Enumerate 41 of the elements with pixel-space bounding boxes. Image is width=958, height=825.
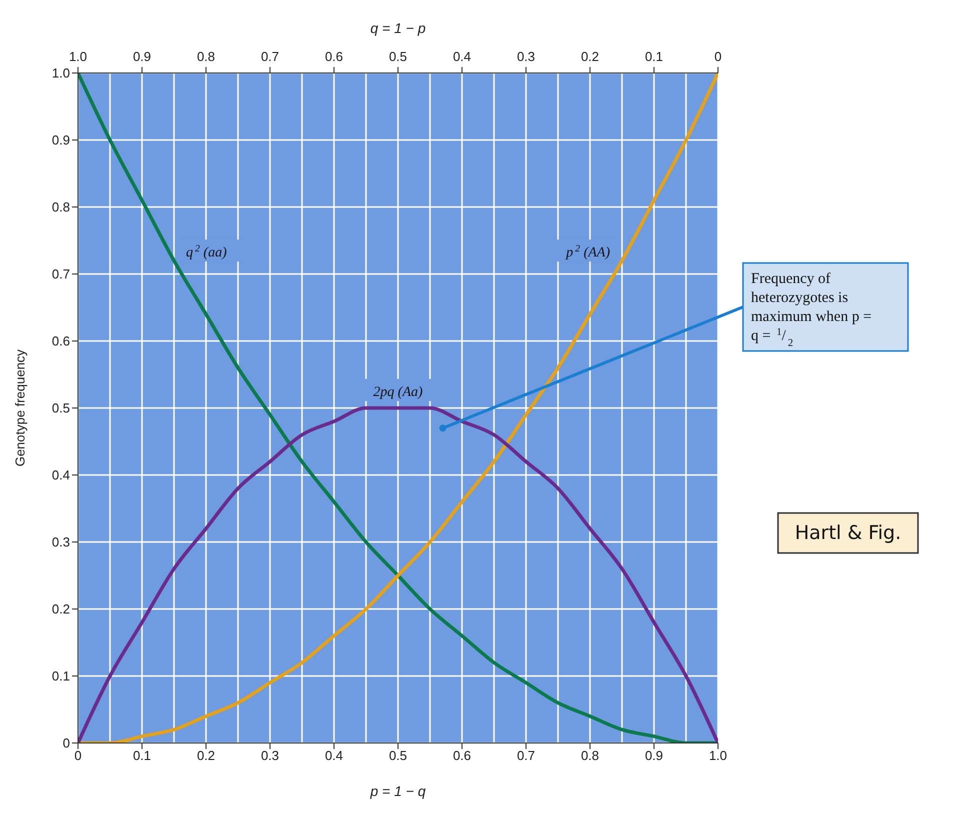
- x-tick-label: 0.8: [580, 748, 600, 764]
- y-tick-label: 0.7: [52, 266, 70, 282]
- x-tick-label: 0.3: [260, 748, 280, 764]
- y-tick-label: 1.0: [52, 66, 70, 81]
- y-tick-label: 0.2: [52, 602, 70, 617]
- series-label: 2pq (Aa): [373, 385, 424, 400]
- y-tick-label: 0.5: [52, 400, 70, 416]
- x2-tick-label: 0.7: [260, 49, 280, 64]
- y-tick-label: 0.1: [52, 668, 70, 684]
- x-tick-label: 0.4: [324, 748, 344, 764]
- x-tick-label: 0.1: [132, 748, 152, 764]
- y-tick-label: 0.6: [52, 334, 70, 349]
- y-tick-label: 0.8: [52, 200, 70, 215]
- x-tick-label: 0.2: [196, 748, 216, 764]
- x2-tick-label: 0.2: [580, 49, 600, 64]
- x-tick-label: 0.5: [388, 748, 408, 764]
- y-tick-label: 0: [62, 736, 70, 751]
- y-tick-label: 0.3: [52, 534, 70, 550]
- y-tick-label: 0.9: [52, 132, 70, 148]
- x2-tick-label: 0: [714, 49, 722, 64]
- x-tick-label: 1.0: [708, 748, 728, 764]
- x-tick-label: 0.9: [644, 748, 664, 764]
- y-axis-title: Genotype frequency: [12, 348, 28, 467]
- annotation: Frequency of heterozygotes is maximum when p = q = $^{1}$/$_{2}$: [751, 271, 872, 348]
- x2-tick-label: 0.9: [132, 49, 152, 64]
- series-label: p$^{2}$ (AA): [565, 243, 610, 261]
- x2-tick-label: 1.0: [68, 49, 88, 64]
- x2-tick-label: 0.5: [388, 49, 408, 64]
- y-tick-label: 0.4: [52, 468, 70, 483]
- text: Hartl & Fig.: [794, 522, 902, 544]
- x2-axis-title: q = 1 − p: [370, 20, 426, 36]
- x2-tick-label: 0.4: [452, 49, 472, 64]
- x2-tick-label: 0.6: [324, 49, 344, 64]
- x-tick-label: 0.7: [516, 748, 536, 764]
- series-label: q$^{2}$ (aa): [186, 243, 228, 261]
- x2-tick-label: 0.8: [196, 49, 216, 64]
- x2-tick-label: 0.1: [644, 49, 664, 64]
- x-axis-title: p = 1 − q: [369, 783, 426, 799]
- x-tick-label: 0: [74, 748, 82, 764]
- x-tick-label: 0.6: [452, 748, 472, 764]
- x2-tick-label: 0.3: [516, 49, 536, 64]
